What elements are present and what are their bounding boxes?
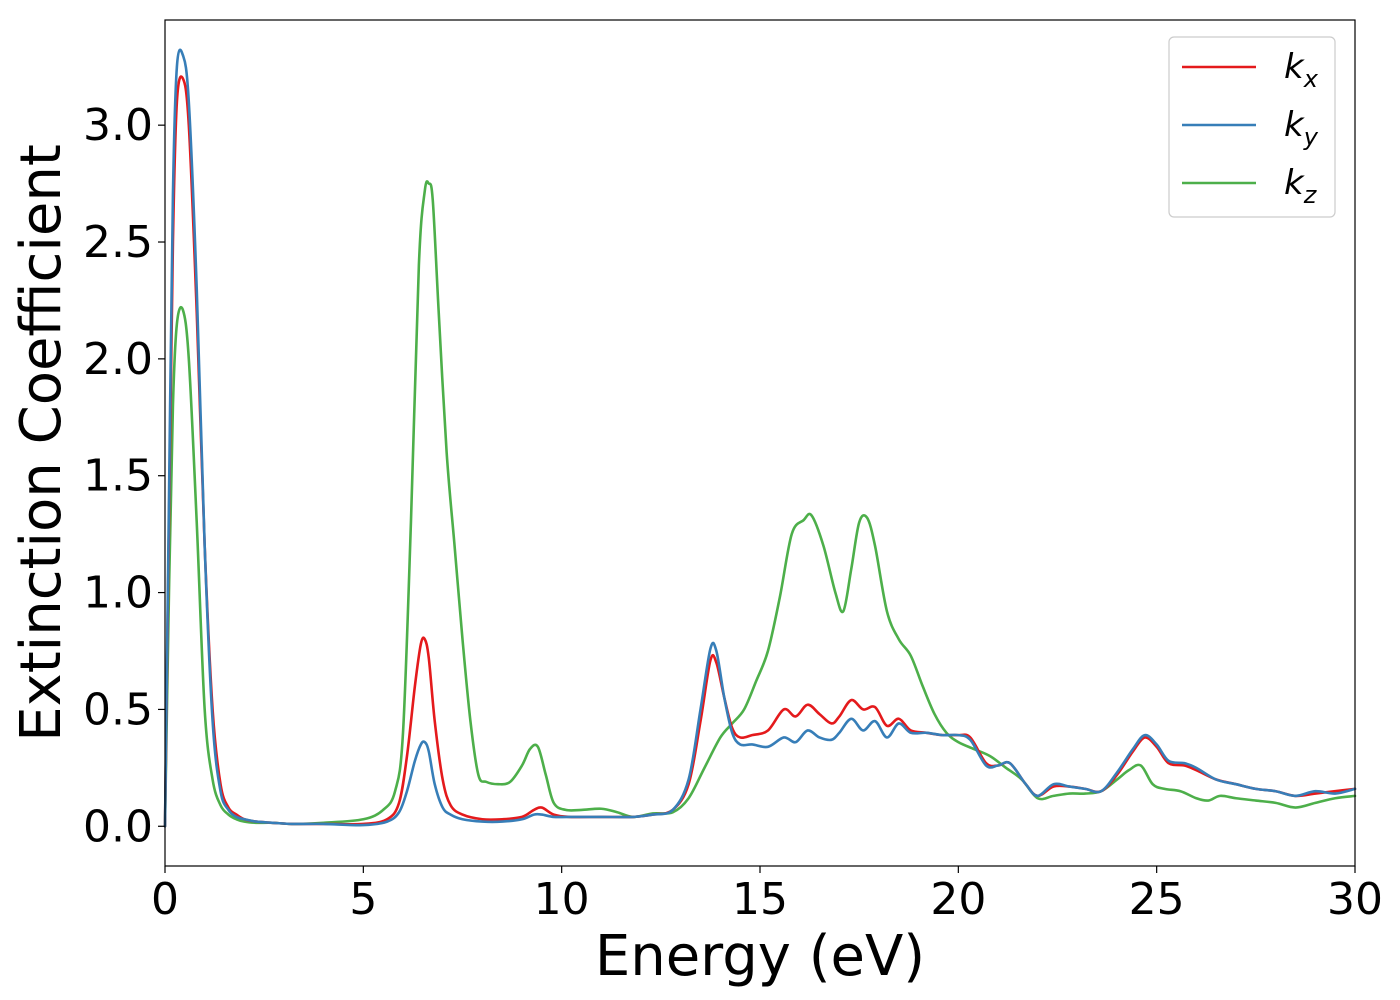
series-layer bbox=[163, 48, 1357, 828]
series-line-y bbox=[163, 48, 1357, 828]
x-tick-label: 20 bbox=[930, 874, 986, 925]
legend: kx ky kz bbox=[1168, 36, 1336, 218]
y-tick-label: 2.5 bbox=[83, 217, 153, 268]
legend-box bbox=[1168, 36, 1336, 218]
legend-label-z: kz bbox=[1284, 163, 1318, 209]
x-tick-label: 15 bbox=[732, 874, 788, 925]
y-tick-label: 3.0 bbox=[83, 100, 153, 151]
y-tick-label: 1.5 bbox=[83, 451, 153, 502]
legend-label-y: ky bbox=[1284, 105, 1319, 151]
x-tick-label: 0 bbox=[151, 874, 179, 925]
y-tick-label: 1.0 bbox=[83, 568, 153, 619]
tick-layer: 0 5 10 15 20 25 30 0.0 0.5 1.0 1.5 2.0 2.5 3.0 bbox=[83, 100, 1383, 925]
x-tick-label: 30 bbox=[1327, 874, 1383, 925]
y-tick-label: 0.0 bbox=[83, 801, 153, 852]
plot-frame bbox=[164, 19, 1356, 867]
x-tick-label: 25 bbox=[1129, 874, 1185, 925]
x-tick-label: 10 bbox=[534, 874, 590, 925]
y-axis-title: Extinction Coefficient bbox=[9, 144, 74, 742]
legend-label-x: kx bbox=[1284, 47, 1319, 93]
x-tick-label: 5 bbox=[349, 874, 377, 925]
y-tick-label: 2.0 bbox=[83, 334, 153, 385]
y-tick-label: 0.5 bbox=[83, 684, 153, 735]
x-axis-title: Energy (eV) bbox=[595, 924, 925, 989]
